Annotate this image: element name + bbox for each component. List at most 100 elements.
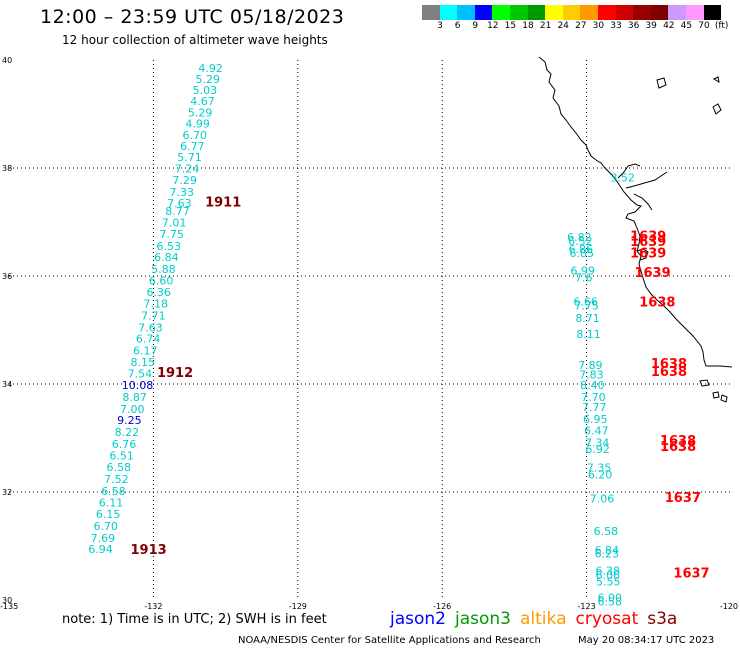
units-note: note: 1) Time is in UTC; 2) SWH is in fe…: [62, 612, 327, 627]
wave-height-value: 7.75: [574, 300, 599, 313]
pass-time-label: 1913: [130, 543, 166, 558]
wave-height-value: 6.70: [93, 520, 118, 533]
wave-height-value: 7.29: [172, 174, 197, 187]
wave-height-value: 6.53: [157, 240, 182, 253]
legend-label: 6: [454, 21, 461, 31]
satellite-name: jason2: [390, 609, 446, 629]
legend-swatch: [562, 5, 581, 20]
legend-swatch: [650, 5, 669, 20]
wave-height-value: 5.03: [193, 84, 218, 97]
wave-height-value: 6.84: [154, 251, 179, 264]
wave-height-value: 7.71: [141, 309, 166, 322]
wave-height-value: 5.29: [196, 73, 221, 86]
sf-bay: [617, 163, 668, 211]
pass-time-label: 1639: [630, 235, 666, 250]
wave-height-value: 7.34: [585, 436, 610, 449]
wave-height-value: 6.58: [101, 485, 126, 498]
wave-height-value: 6.36: [146, 286, 171, 299]
lon-label: -126: [433, 602, 451, 611]
wave-height-value: 5.55: [596, 576, 621, 589]
wave-height-value: 6.20: [588, 469, 613, 482]
lat-label: 40: [2, 56, 12, 65]
wave-height-value: 6.84: [595, 544, 620, 557]
wave-height-value: 6.94: [88, 543, 113, 556]
legend-swatch: [580, 5, 598, 20]
satellite-name: altika: [520, 609, 567, 629]
wave-height-value: 8.22: [115, 426, 140, 439]
pass-time-labels: 1911191219131639163916391639163816381638…: [130, 196, 709, 582]
lon-label: -132: [144, 602, 162, 611]
wave-height-value: 6.00: [597, 591, 622, 604]
wave-height-value: 7.63: [138, 321, 163, 334]
wave-height-value: 8.71: [575, 312, 600, 325]
wave-height-value: 7.33: [170, 186, 195, 199]
lon-label: -123: [578, 602, 596, 611]
island-3: [712, 76, 720, 84]
legend-label: (ft): [714, 21, 729, 31]
wave-height-value: 6.92: [585, 443, 610, 456]
legend-swatch: [597, 5, 616, 20]
wave-height-value: 6.15: [96, 508, 121, 521]
lat-label: 30: [2, 596, 12, 605]
wave-height-value: 6.38: [596, 564, 621, 577]
legend-swatch: [703, 5, 722, 20]
pass-time-label: 1638: [651, 357, 687, 372]
legend-swatch: [668, 5, 686, 20]
wave-height-value: 10.08: [122, 379, 154, 392]
island-1: [656, 77, 667, 89]
pass-time-label: 1638: [660, 434, 696, 449]
wave-height-value: 8.77: [165, 205, 190, 218]
legend-swatch: [474, 5, 493, 20]
pass-time-label: 1639: [630, 230, 666, 245]
wave-height-value: 4.99: [185, 118, 210, 131]
wave-height-value: 4.67: [190, 95, 215, 108]
wave-height-value: 7.63: [167, 197, 192, 210]
wave-height-value: 8.11: [576, 328, 601, 341]
wave-height-value: 9.25: [117, 414, 142, 427]
west-track-values: 4.925.295.034.675.294.996.706.775.717.24…: [88, 62, 223, 556]
pass-time-label: 1912: [157, 366, 193, 381]
wave-height-value: 6.77: [180, 140, 205, 153]
legend-label: 27: [575, 21, 587, 31]
wave-height-value: 5.71: [177, 151, 202, 164]
legend-swatch: [439, 5, 458, 20]
wave-height-value: 7.52: [104, 473, 129, 486]
lon-label: -129: [289, 602, 307, 611]
wave-height-value: 6.99: [570, 265, 595, 278]
legend-label: 3: [437, 21, 443, 31]
legend-swatch: [527, 5, 546, 20]
california-coastline: [538, 56, 733, 368]
wave-height-value: 7.6: [575, 272, 593, 285]
wave-height-value: 7.01: [162, 217, 187, 230]
island-2: [712, 103, 722, 115]
wave-height-value: 7.24: [175, 163, 200, 176]
legend-swatch: [615, 5, 634, 20]
wave-height-value: 3.52: [610, 172, 635, 185]
legend-label: 36: [627, 21, 640, 31]
legend-swatch: [492, 5, 510, 20]
pass-time-label: 1638: [639, 295, 675, 310]
wave-height-value: 4.92: [198, 62, 223, 75]
map-title: 12:00 – 23:59 UTC 05/18/2023: [40, 6, 345, 28]
wave-height-value: 7.00: [120, 403, 145, 416]
wave-height-value: 6.47: [584, 424, 609, 437]
satellite-name: jason3: [455, 609, 511, 629]
pass-time-label: 1638: [660, 440, 696, 455]
legend-label: 15: [504, 21, 517, 31]
credit-text: NOAA/NESDIS Center for Satellite Applica…: [238, 635, 541, 646]
legend-label: 24: [557, 21, 569, 31]
pass-time-label: 1639: [630, 246, 666, 261]
lon-label: -120: [720, 602, 738, 611]
legend-swatch: [457, 5, 475, 20]
legend-label: 70: [698, 21, 710, 31]
wave-height-value: 7.06: [590, 492, 615, 505]
wave-height-value: 7.69: [91, 532, 116, 545]
wave-height-value: 6.11: [99, 496, 124, 509]
wave-height-value: 8.40: [580, 379, 605, 392]
legend-swatch: [685, 5, 704, 20]
wave-height-value: 6.51: [109, 449, 134, 462]
pass-time-label: 1911: [205, 196, 241, 211]
lat-label: 36: [2, 272, 12, 281]
